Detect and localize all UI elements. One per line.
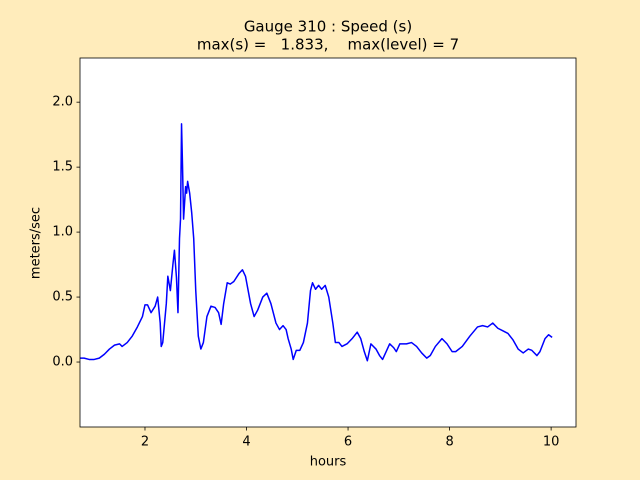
y-tick-label: 1.5 [52, 160, 73, 175]
chart-title: Gauge 310 : Speed (s) [244, 18, 412, 36]
plot-area [80, 58, 576, 427]
x-axis-label: hours [310, 455, 347, 470]
chart-subtitle: max(s) = 1.833, max(level) = 7 [197, 36, 459, 54]
y-axis-label: meters/sec [29, 207, 44, 279]
y-tick-label: 1.0 [52, 225, 73, 240]
x-tick-label: 4 [242, 435, 250, 450]
x-tick-label: 10 [543, 435, 560, 450]
x-tick-label: 8 [445, 435, 453, 450]
y-tick-label: 0.0 [52, 355, 73, 370]
plot-frame [79, 57, 577, 428]
x-tick-label: 2 [141, 435, 149, 450]
x-tick-label: 6 [344, 435, 352, 450]
data-line [80, 123, 553, 362]
y-tick-label: 0.5 [52, 290, 73, 305]
y-tick-label: 2.0 [52, 95, 73, 110]
